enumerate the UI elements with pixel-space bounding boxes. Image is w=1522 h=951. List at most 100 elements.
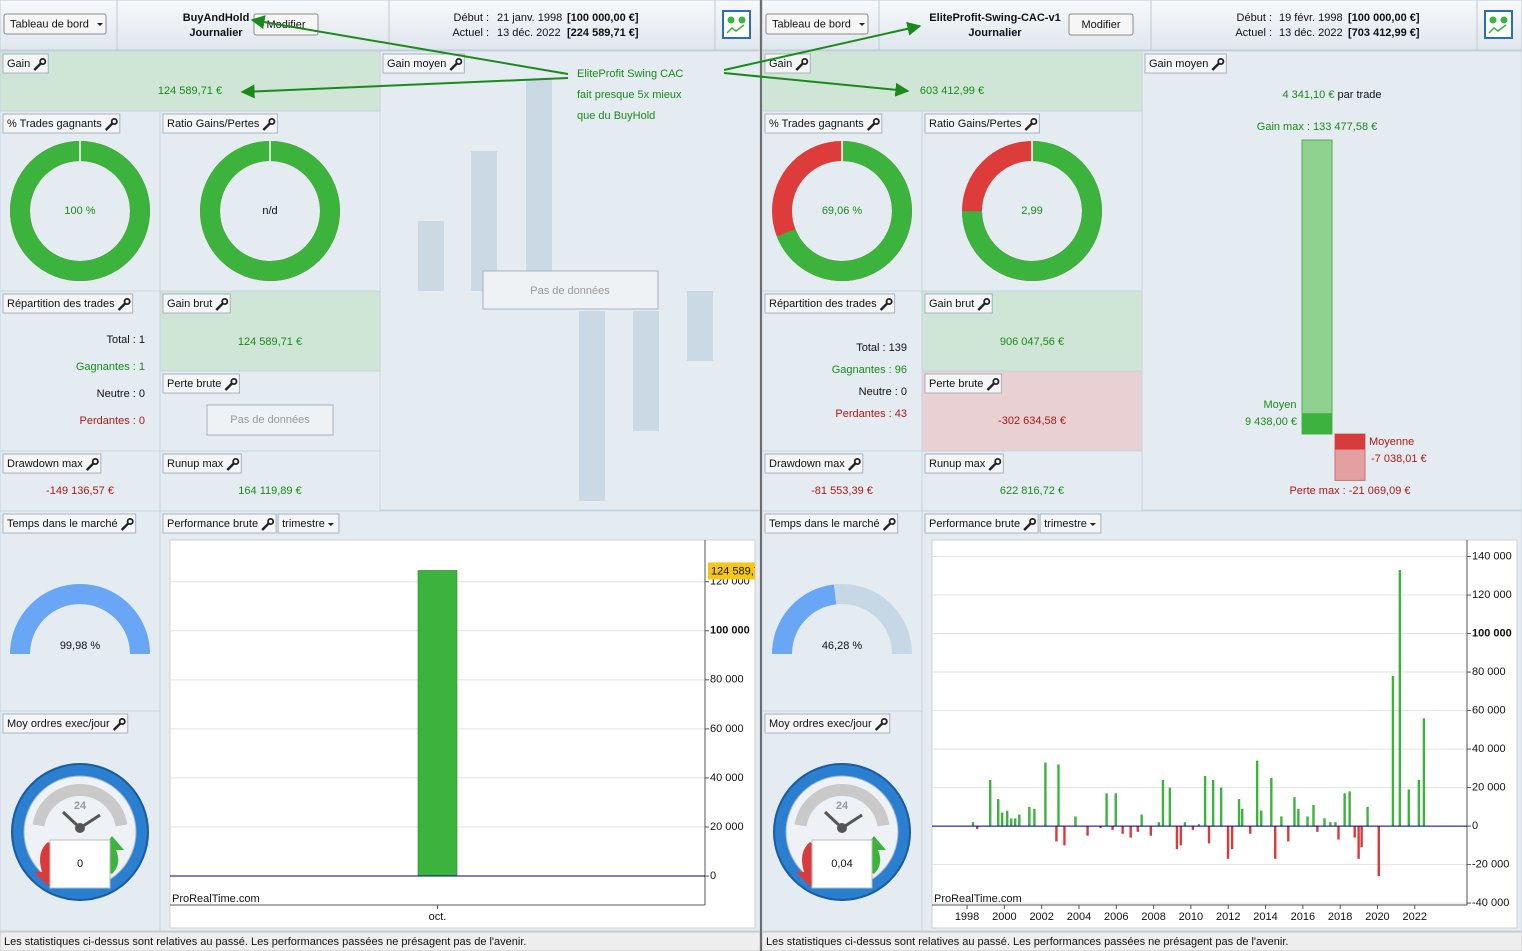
- panel-label-box[interactable]: [924, 113, 1040, 134]
- bar: [417, 570, 458, 877]
- drawdown-value: -81 553,39 €: [811, 485, 873, 497]
- panel-label-box[interactable]: [764, 453, 864, 474]
- wrench-icon[interactable]: [795, 58, 809, 71]
- report: Tableau de bordBuyAndHoldJournalierModif…: [0, 0, 761, 951]
- panel-label-box[interactable]: [764, 113, 883, 134]
- period-dropdown[interactable]: [1039, 513, 1102, 534]
- bar: [1000, 812, 1004, 827]
- wrench-head: [994, 457, 1002, 465]
- no-data-text: Pas de données: [530, 285, 610, 297]
- divider: [760, 0, 762, 951]
- bar: [1391, 675, 1395, 827]
- wrench-head: [983, 297, 991, 305]
- wrench-icon[interactable]: [104, 118, 118, 131]
- panel-label-box[interactable]: [162, 113, 278, 134]
- bar: [1274, 826, 1277, 859]
- wrench-icon[interactable]: [224, 377, 238, 391]
- bar: [1366, 806, 1369, 827]
- dashboard-button[interactable]: [765, 13, 869, 35]
- wrench-icon[interactable]: [988, 457, 1002, 471]
- wrench-icon[interactable]: [226, 457, 240, 471]
- wrench-handle: [1023, 522, 1032, 531]
- wrench-icon[interactable]: [866, 118, 880, 131]
- panel-label-box[interactable]: [924, 513, 1039, 534]
- distribution-name: Gagnantes :: [76, 361, 136, 373]
- timeframe: Journalier: [968, 27, 1022, 39]
- wrench-icon[interactable]: [33, 58, 47, 71]
- report-icon[interactable]: [722, 10, 751, 39]
- wrench-icon[interactable]: [986, 377, 1000, 391]
- wrench-icon[interactable]: [882, 518, 896, 531]
- arrow: [250, 15, 569, 75]
- wrench-icon[interactable]: [120, 518, 134, 531]
- wrench-handle: [449, 62, 459, 71]
- wrench-icon[interactable]: [449, 58, 463, 71]
- wrench-handle: [988, 462, 998, 471]
- panel-label-box[interactable]: [162, 453, 242, 474]
- wrench-head: [455, 58, 463, 66]
- bar: [1353, 826, 1356, 838]
- modify-button-text: Modifier: [1081, 19, 1120, 31]
- dashboard-button[interactable]: [3, 13, 107, 35]
- period-text: trimestre: [282, 518, 325, 530]
- modify-button[interactable]: [1068, 13, 1134, 36]
- gross-loss-value: -302 634,58 €: [998, 415, 1066, 427]
- strategy-name: EliteProfit-Swing-CAC-v1: [929, 12, 1060, 24]
- bar: [1334, 822, 1337, 827]
- panel-label-box[interactable]: [162, 513, 277, 534]
- orders-value: 0: [77, 858, 83, 870]
- panel-label-box[interactable]: [382, 53, 465, 74]
- panel-label-box[interactable]: [2, 713, 129, 734]
- panel: [761, 290, 923, 452]
- wrench-icon[interactable]: [261, 518, 275, 531]
- wrench-icon[interactable]: [1024, 118, 1038, 131]
- report-icon[interactable]: [1484, 10, 1513, 39]
- y-tick-label: 0: [1472, 820, 1478, 832]
- gauge-value: [10, 583, 150, 655]
- dropdown-arrow: [97, 23, 103, 26]
- panel-label: Performance brute: [167, 518, 258, 530]
- bar: [1099, 826, 1102, 828]
- panel-label-box[interactable]: [2, 293, 134, 314]
- y-tick-label: 40 000: [710, 772, 744, 784]
- panel-label-box[interactable]: [924, 373, 1002, 394]
- panel-label-box[interactable]: [924, 453, 1004, 474]
- bar: [1129, 826, 1132, 838]
- wrench-icon[interactable]: [112, 718, 126, 731]
- icon-dot: [738, 16, 746, 24]
- panel-label: Perte brute: [929, 378, 983, 390]
- wrench-icon[interactable]: [1211, 58, 1225, 71]
- panel-label-box[interactable]: [2, 513, 137, 534]
- panel-label-box[interactable]: [2, 453, 102, 474]
- panel-label-box[interactable]: [162, 293, 231, 314]
- wrench-icon[interactable]: [977, 297, 991, 311]
- wrench-head: [872, 118, 880, 126]
- footer-text: Les statistiques ci-dessus sont relative…: [4, 936, 526, 948]
- gain-value: 124 589,71 €: [158, 85, 222, 97]
- annotation-line: que du BuyHold: [577, 110, 655, 122]
- wrench-icon[interactable]: [215, 297, 229, 311]
- no-data-box: [482, 270, 659, 310]
- panel-label-box[interactable]: [1144, 53, 1227, 74]
- wrench-icon[interactable]: [85, 457, 99, 471]
- panel-label-box[interactable]: [764, 293, 896, 314]
- wrench-icon[interactable]: [879, 297, 893, 311]
- period-dropdown[interactable]: [277, 513, 340, 534]
- dropdown-arrow: [1089, 523, 1096, 526]
- bar: [1280, 816, 1283, 827]
- bar: [1005, 810, 1009, 827]
- wrench-icon[interactable]: [117, 297, 131, 311]
- panel-label-box[interactable]: [764, 513, 899, 534]
- wrench-icon[interactable]: [847, 457, 861, 471]
- bar: [1149, 826, 1153, 836]
- panel-label-box[interactable]: [162, 373, 240, 394]
- wrench-icon[interactable]: [1023, 518, 1037, 531]
- panel-label-box[interactable]: [2, 113, 121, 134]
- wrench-icon[interactable]: [262, 118, 276, 131]
- panel-label: Répartition des trades: [769, 298, 877, 310]
- panel-label-box[interactable]: [924, 293, 993, 314]
- distribution-row: Perdantes : 0: [80, 415, 145, 427]
- footer-text: Les statistiques ci-dessus sont relative…: [766, 936, 1288, 948]
- wrench-icon[interactable]: [874, 718, 888, 731]
- panel-label-box[interactable]: [764, 713, 891, 734]
